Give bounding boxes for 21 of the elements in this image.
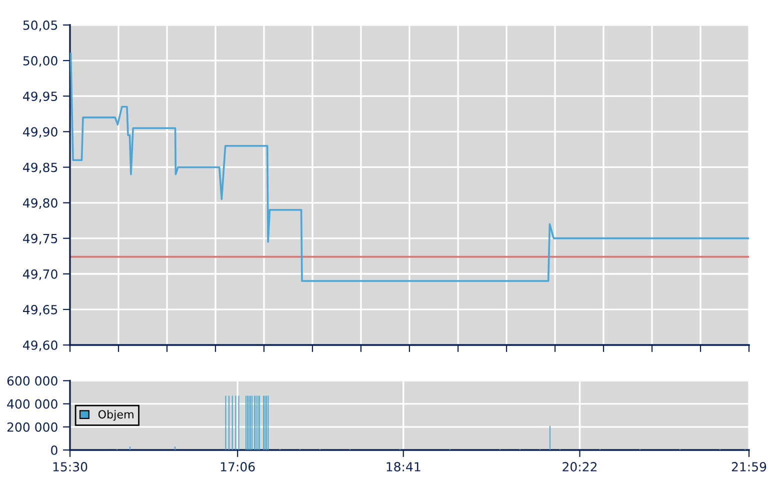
x-tick-label: 15:30 [53, 462, 88, 472]
legend-label: Objem [98, 410, 134, 421]
y-tick-label: 49,80 [23, 198, 58, 209]
y-tick-label: 49,60 [23, 340, 58, 352]
x-tick-label: 20:22 [562, 462, 597, 472]
y-tick-label: 600 000 [7, 376, 58, 386]
x-tick-label: 21:59 [732, 462, 766, 472]
y-tick-label: 49,75 [23, 234, 58, 245]
y-tick-label: 50,00 [23, 56, 58, 67]
y-tick-label: 49,85 [23, 162, 58, 174]
y-tick-label: 49,95 [23, 92, 58, 102]
y-tick-label: 400 000 [7, 399, 58, 409]
y-tick-label: 49,70 [23, 269, 58, 280]
y-tick-label: 200 000 [7, 422, 58, 432]
y-tick-label: 0 [51, 445, 58, 455]
x-tick-label: 18:41 [386, 462, 420, 472]
line-series [70, 52, 749, 282]
y-tick-label: 49,90 [23, 127, 58, 138]
x-tick-label: 17:06 [220, 462, 255, 472]
y-tick-label: 49,65 [23, 304, 58, 316]
y-tick-label: 50,05 [23, 20, 58, 32]
